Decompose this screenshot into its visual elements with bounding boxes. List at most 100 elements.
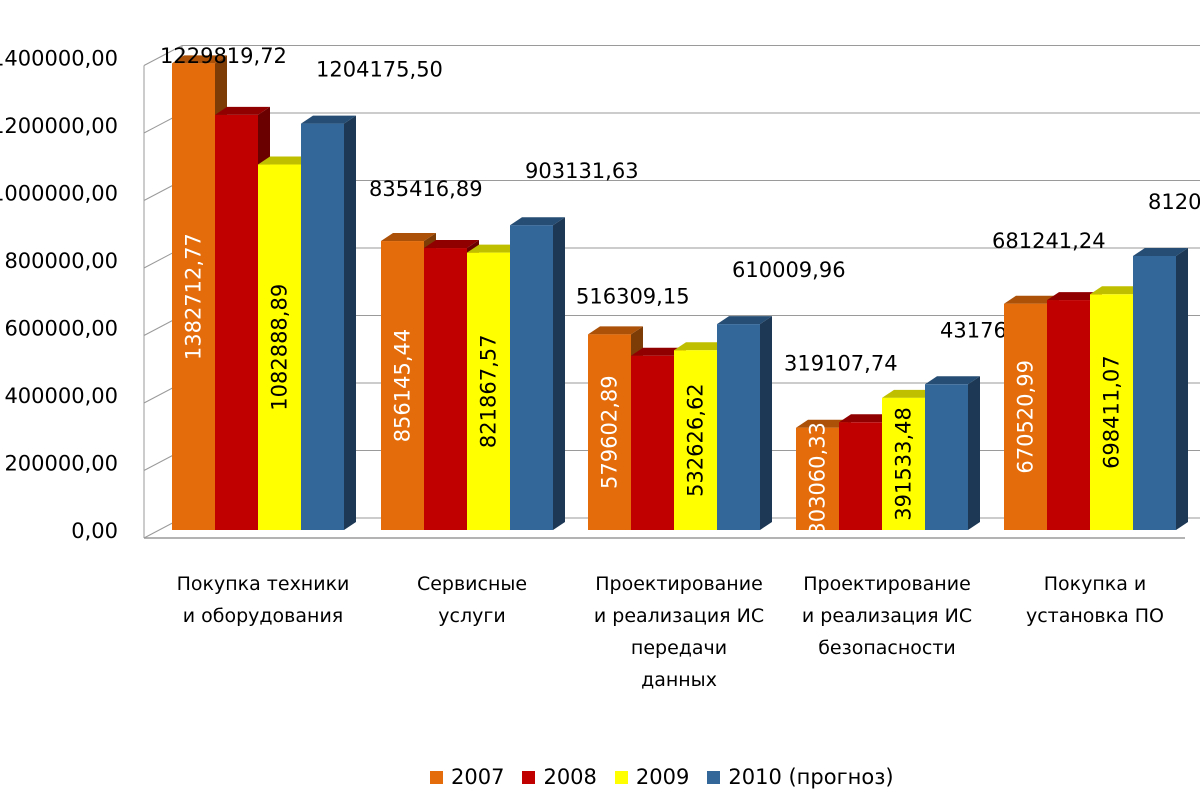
data-label: 856145,44 xyxy=(391,329,415,443)
category-label: данных xyxy=(641,669,717,691)
y-tick-label: 1000000,00 xyxy=(0,182,118,206)
bar-top xyxy=(1004,295,1059,304)
data-label: 516309,15 xyxy=(576,285,690,309)
category-label: установка ПО xyxy=(1026,605,1164,627)
legend-label-2009: 2009 xyxy=(635,765,690,789)
bar-top xyxy=(424,240,479,249)
legend-swatch-2009 xyxy=(614,770,628,784)
bar xyxy=(796,427,839,530)
bar-top xyxy=(882,389,937,398)
bar-top xyxy=(1133,247,1188,256)
bar xyxy=(674,350,717,530)
data-label: 681241,24 xyxy=(992,229,1106,253)
bar-side xyxy=(1176,247,1188,530)
category-label: передачи xyxy=(631,637,727,659)
data-label: 835416,89 xyxy=(369,177,483,201)
bar xyxy=(882,397,925,530)
legend: 2007 2008 2009 2010 (прогноз) xyxy=(430,762,894,792)
category-label: Проектирование xyxy=(803,573,971,595)
legend-swatch-2010 xyxy=(707,770,721,784)
data-label: 610009,96 xyxy=(732,258,846,282)
bar xyxy=(510,225,553,531)
data-label: 812026 xyxy=(1148,190,1200,214)
bar-top xyxy=(258,156,313,165)
legend-item-2010: 2010 (прогноз) xyxy=(707,765,894,789)
bar-top xyxy=(796,419,851,428)
data-label: 532626,62 xyxy=(684,383,708,497)
category-label: Проектирование xyxy=(595,573,763,595)
bar xyxy=(925,384,968,530)
bar xyxy=(301,123,344,531)
bar xyxy=(467,252,510,530)
data-label: 698411,07 xyxy=(1100,355,1124,469)
legend-item-2007: 2007 xyxy=(430,765,504,789)
y-tick-label: 200000,00 xyxy=(4,452,118,476)
category-label: услуги xyxy=(438,605,505,627)
bar xyxy=(839,422,882,530)
bar-side xyxy=(553,217,565,531)
bar-top xyxy=(839,414,894,423)
category-label: и реализация ИС xyxy=(802,605,972,627)
y-tick-label: 0,00 xyxy=(71,519,118,543)
legend-swatch-2007 xyxy=(430,770,443,784)
data-label: 670520,99 xyxy=(1014,360,1038,474)
y-tick-label: 1400000,00 xyxy=(0,47,118,71)
data-label: 319107,74 xyxy=(784,351,898,375)
bar xyxy=(258,164,301,530)
bar xyxy=(381,241,424,531)
data-label: 303060,33 xyxy=(806,422,830,536)
bar xyxy=(1004,303,1047,530)
data-label: 1382712,77 xyxy=(182,233,206,360)
grid-diagonal xyxy=(143,45,183,66)
bar-top xyxy=(1090,286,1145,295)
bar-top xyxy=(381,233,436,242)
category-label: Сервисные xyxy=(417,573,527,595)
bar-side xyxy=(760,316,772,530)
bar xyxy=(1047,300,1090,530)
data-label: 1204175,50 xyxy=(316,58,443,82)
y-tick-label: 600000,00 xyxy=(4,317,118,341)
bar xyxy=(717,324,760,530)
bar xyxy=(631,355,674,530)
legend-label-2010: 2010 (прогноз) xyxy=(728,765,894,789)
legend-swatch-2008 xyxy=(522,770,536,784)
data-label: 1229819,72 xyxy=(160,44,287,68)
bar-top xyxy=(172,55,227,64)
category-label: и оборудования xyxy=(183,605,343,627)
category-label: Покупка и xyxy=(1044,573,1147,595)
bar-top xyxy=(717,316,772,325)
legend-item-2009: 2009 xyxy=(614,765,690,789)
bar-side xyxy=(968,376,980,530)
bar xyxy=(588,334,631,530)
bar-top xyxy=(510,217,565,226)
category-label: безопасности xyxy=(818,637,956,659)
bar xyxy=(215,114,258,530)
bar-top xyxy=(631,347,686,356)
category-label: Покупка техники xyxy=(177,573,350,595)
data-label: 1082888,89 xyxy=(268,284,292,411)
bar-top xyxy=(674,342,729,351)
y-tick-label: 1200000,00 xyxy=(0,114,118,138)
bar-top xyxy=(301,115,356,124)
data-label: 903131,63 xyxy=(525,159,639,183)
y-tick-label: 400000,00 xyxy=(4,384,118,408)
bar-top xyxy=(588,326,643,335)
legend-item-2008: 2008 xyxy=(522,765,597,789)
bar-chart: 0,00 200000,00 400000,00 600000,00 800000,00… xyxy=(0,44,1200,691)
y-tick-label: 800000,00 xyxy=(4,249,118,273)
category-label: и реализация ИС xyxy=(594,605,764,627)
bar xyxy=(1133,255,1176,530)
data-label: 391533,48 xyxy=(892,407,916,521)
legend-label-2007: 2007 xyxy=(451,765,505,789)
bar xyxy=(1090,294,1133,530)
bar-top xyxy=(215,106,270,115)
data-label: 579602,89 xyxy=(598,375,622,489)
bar-top xyxy=(1047,292,1102,301)
bar-top xyxy=(467,244,522,253)
bar xyxy=(424,248,467,530)
legend-label-2008: 2008 xyxy=(543,765,597,789)
bar-side xyxy=(344,115,356,531)
bar-top xyxy=(925,376,980,385)
data-label: 821867,57 xyxy=(477,335,501,449)
bar xyxy=(172,63,215,530)
